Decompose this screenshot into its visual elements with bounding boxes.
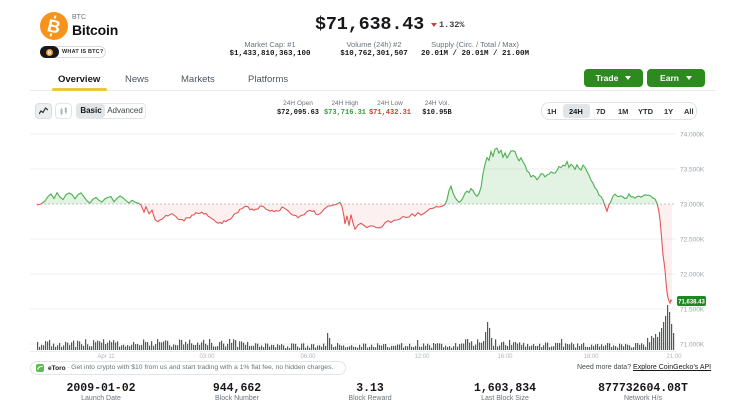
svg-text:73.000K: 73.000K bbox=[680, 202, 705, 209]
svg-text:B: B bbox=[48, 50, 52, 55]
svg-text:71.500K: 71.500K bbox=[680, 307, 705, 314]
svg-text:16:00: 16:00 bbox=[497, 354, 513, 360]
svg-text:71.000K: 71.000K bbox=[680, 342, 705, 349]
svg-text:72.500K: 72.500K bbox=[680, 237, 705, 244]
svg-text:71,638.43: 71,638.43 bbox=[678, 300, 705, 306]
svg-text:73.500K: 73.500K bbox=[680, 167, 705, 174]
svg-text:Apr 11: Apr 11 bbox=[97, 354, 115, 360]
svg-text:03:00: 03:00 bbox=[199, 354, 215, 360]
svg-text:18:00: 18:00 bbox=[583, 354, 599, 360]
svg-text:21:00: 21:00 bbox=[666, 354, 682, 360]
svg-text:12:00: 12:00 bbox=[414, 354, 430, 360]
svg-text:74.000K: 74.000K bbox=[680, 132, 705, 139]
svg-text:06:00: 06:00 bbox=[300, 354, 316, 360]
svg-text:72.000K: 72.000K bbox=[680, 272, 705, 279]
svg-text:B: B bbox=[45, 15, 62, 37]
